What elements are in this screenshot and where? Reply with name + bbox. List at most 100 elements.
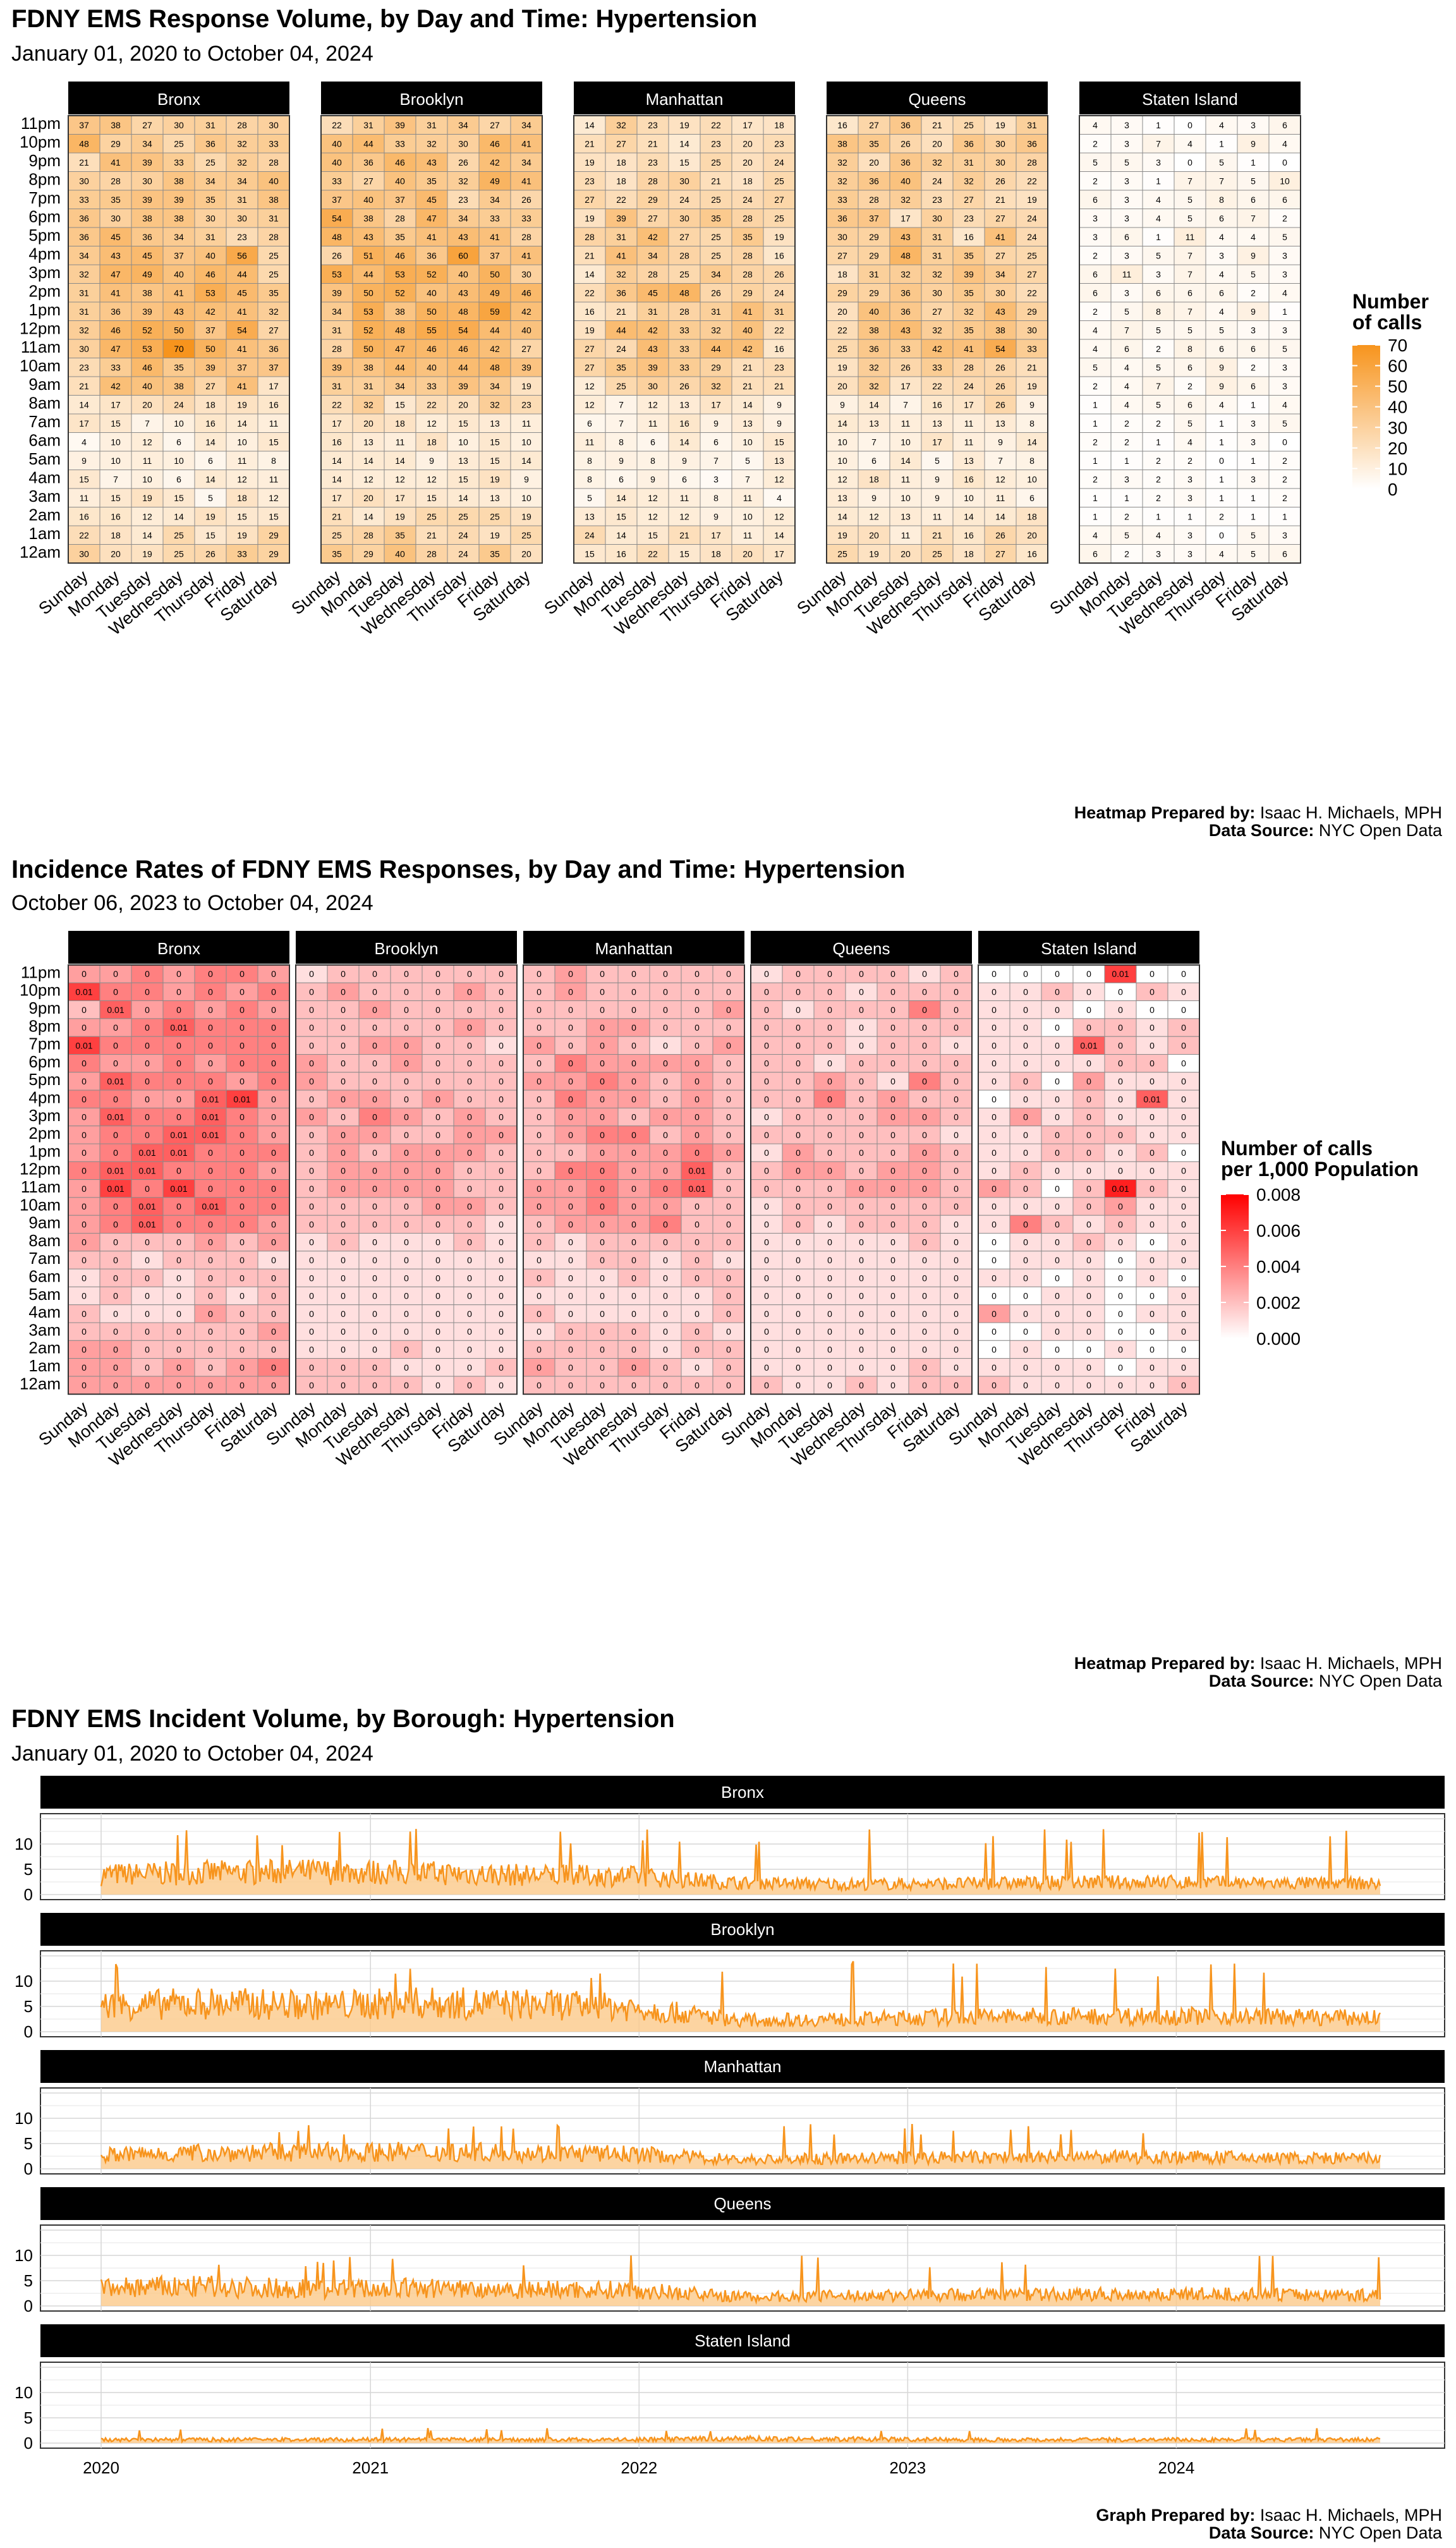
cell-value-label: 0: [271, 1309, 276, 1319]
cell-value-label: 0: [992, 969, 997, 979]
cell-value-label: 6: [1282, 195, 1287, 205]
heatmap-cell: [131, 227, 164, 246]
cell-value-label: 1: [1093, 511, 1098, 521]
cell-value-label: 0: [1023, 1076, 1028, 1086]
heatmap-cell: [257, 1072, 290, 1091]
heatmap-cell: [700, 227, 732, 246]
cell-value-label: 28: [427, 549, 437, 559]
cell-value-label: 0: [240, 1059, 245, 1069]
cell-value-label: 4: [1219, 399, 1224, 410]
cell-value-label: 0: [341, 1112, 346, 1122]
heatmap-cell: [485, 1322, 518, 1341]
cell-value-label: 3: [1124, 195, 1129, 205]
heatmap-cell: [99, 525, 132, 545]
heatmap-cell: [257, 1143, 290, 1162]
heatmap-cell: [586, 1358, 619, 1377]
cell-value-label: 0: [113, 1094, 118, 1104]
heatmap-cell: [573, 507, 606, 526]
heatmap-cell: [700, 432, 732, 452]
heatmap-cell: [1268, 115, 1301, 135]
cell-value-label: 31: [269, 213, 279, 223]
cell-value-label: 0: [695, 1326, 700, 1337]
heatmap-cell: [1174, 301, 1206, 321]
heatmap-cell: [1268, 451, 1301, 470]
cell-value-label: 43: [363, 232, 373, 242]
hour-tick-label: 11pm: [21, 962, 61, 981]
cell-value-label: 0: [992, 1201, 997, 1211]
cell-value-label: 0: [435, 1184, 440, 1194]
cell-value-label: 32: [427, 138, 437, 149]
heatmap-cell: [226, 1268, 258, 1287]
cell-value-label: 0: [309, 1291, 314, 1301]
cell-value-label: 0: [372, 1273, 377, 1283]
heatmap-cell: [194, 525, 227, 545]
cell-value-label: 0: [372, 1130, 377, 1140]
cell-value-label: 7: [619, 418, 624, 428]
heatmap-cell: [295, 1322, 328, 1341]
cell-value-label: 36: [363, 157, 373, 167]
heatmap-cell: [952, 190, 985, 209]
cell-value-label: 8: [587, 456, 592, 466]
cell-value-label: 0: [992, 1326, 997, 1337]
cell-value-label: 50: [363, 344, 373, 354]
heatmap-cell: [1016, 544, 1048, 564]
hour-tick-label: 1pm: [28, 1141, 61, 1160]
heatmap-cell: [681, 1358, 713, 1377]
heatmap-cell: [447, 134, 480, 154]
heatmap-cell: [257, 964, 290, 983]
cell-value-label: 0: [859, 1326, 864, 1337]
heatmap-cell: [226, 1358, 258, 1377]
caption-source-label: Data Source:: [1208, 1671, 1314, 1690]
cell-value-label: 0: [404, 1380, 409, 1390]
heatmap-cell: [358, 1376, 391, 1395]
heatmap-cell: [984, 451, 1017, 470]
heatmap-cell: [422, 1358, 454, 1377]
legend-tick-label: 0.004: [1256, 1257, 1301, 1277]
cell-value-label: 32: [837, 157, 847, 167]
cell-value-label: 34: [521, 157, 531, 167]
cell-value-label: 0: [499, 1165, 504, 1175]
cell-value-label: 0: [663, 969, 668, 979]
heatmap-cell: [1041, 1215, 1074, 1234]
hour-tick-label: 5am: [28, 1285, 61, 1304]
cell-value-label: 0: [631, 986, 636, 997]
heatmap-cell: [636, 413, 669, 433]
cell-value-label: 4: [1124, 362, 1129, 372]
heatmap-cell: [226, 301, 258, 321]
cell-value-label: 0: [1023, 986, 1028, 997]
heatmap-cell: [605, 115, 638, 135]
cell-value-label: 0: [796, 1237, 801, 1247]
cell-value-label: 0: [695, 1201, 700, 1211]
heatmap-cell: [731, 171, 764, 191]
heatmap-cell: [510, 301, 543, 321]
heatmap-cell: [636, 544, 669, 564]
y-tick-label: 10: [15, 2109, 33, 2128]
cell-value-label: 0: [176, 1309, 181, 1319]
cell-value-label: 3: [1093, 213, 1098, 223]
heatmap-cell: [1104, 1018, 1137, 1037]
heatmap-cell: [295, 1197, 328, 1216]
cell-value-label: 26: [458, 157, 468, 167]
cell-value-label: 22: [1027, 288, 1037, 298]
cell-value-label: 0: [695, 1362, 700, 1373]
heatmap-cell: [131, 1251, 164, 1270]
cell-value-label: 28: [585, 232, 595, 242]
cell-value-label: 0: [600, 1201, 605, 1211]
cell-value-label: 25: [774, 213, 784, 223]
heatmap-cell: [554, 1054, 587, 1073]
heatmap-cell: [257, 358, 290, 377]
heatmap-cell: [510, 283, 543, 303]
cell-value-label: 26: [332, 250, 342, 260]
cell-value-label: 0: [176, 1344, 181, 1354]
cell-value-label: 27: [616, 138, 626, 149]
heatmap-cell: [1136, 1286, 1168, 1306]
hour-tick-label: 6am: [28, 1266, 61, 1285]
heatmap-cell: [453, 1322, 486, 1341]
hour-tick-label: 10am: [20, 1195, 61, 1214]
cell-value-label: 3: [1124, 250, 1129, 260]
cell-value-label: 0.01: [1112, 1184, 1129, 1194]
heatmap-cell: [605, 134, 638, 154]
heatmap-cell: [1110, 115, 1143, 135]
cell-value-label: 1: [1251, 493, 1256, 503]
heatmap-cell: [1174, 432, 1206, 452]
